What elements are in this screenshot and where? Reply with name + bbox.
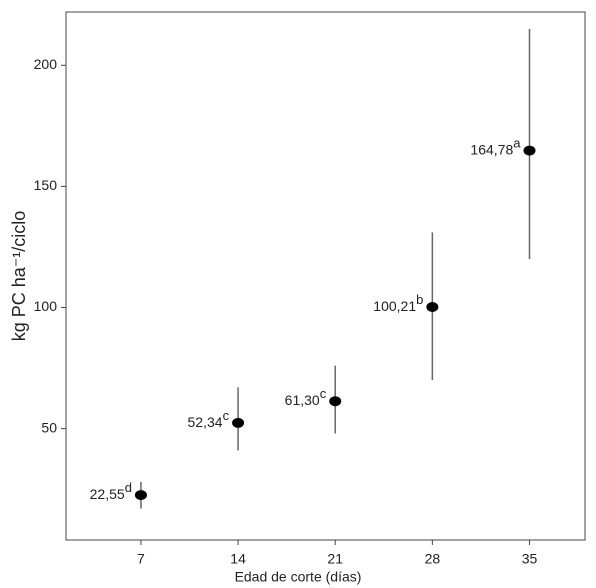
value-label: 52,34c xyxy=(188,408,230,429)
value-label-number: 22,55 xyxy=(90,486,125,502)
point xyxy=(232,417,245,428)
value-label-number: 61,30 xyxy=(285,392,320,408)
point xyxy=(523,145,536,156)
value-label: 22,55d xyxy=(90,481,132,502)
x-axis-label: Edad de corte (días) xyxy=(235,569,362,585)
value-label-letter: a xyxy=(513,136,521,151)
y-tick-label: 100 xyxy=(34,298,58,314)
x-tick-label: 14 xyxy=(230,551,246,567)
value-label-number: 164,78 xyxy=(470,141,513,157)
point xyxy=(329,396,342,407)
value-label-number: 100,21 xyxy=(373,298,416,314)
value-label: 100,21b xyxy=(373,292,423,313)
value-label-letter: c xyxy=(320,387,327,402)
point xyxy=(426,301,439,312)
value-label: 61,30c xyxy=(285,387,327,408)
value-label-letter: c xyxy=(223,408,230,423)
x-tick-label: 7 xyxy=(137,551,145,567)
x-tick-label: 35 xyxy=(522,551,538,567)
value-label: 164,78a xyxy=(470,136,521,157)
plot-frame xyxy=(65,11,586,541)
value-label-letter: d xyxy=(125,481,132,496)
value-label-number: 52,34 xyxy=(188,414,223,430)
y-tick-label: 50 xyxy=(41,419,57,435)
x-tick-label: 28 xyxy=(425,551,441,567)
value-label-letter: b xyxy=(416,292,423,307)
y-tick-label: 200 xyxy=(34,56,58,72)
y-axis-label: kg PC ha⁻¹/ciclo xyxy=(9,211,29,342)
point xyxy=(134,490,147,501)
y-tick-label: 150 xyxy=(34,177,58,193)
x-tick-label: 21 xyxy=(327,551,343,567)
